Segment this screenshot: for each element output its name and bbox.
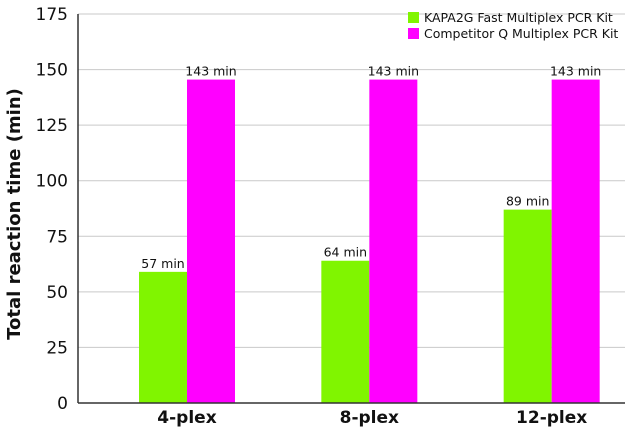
legend-swatch-kapa <box>408 12 419 23</box>
data-label: 143 min <box>550 64 601 79</box>
data-label: 64 min <box>324 245 367 260</box>
bar-kapa-4-plex <box>139 271 187 403</box>
axes <box>77 14 625 404</box>
y-tick-label: 25 <box>46 338 68 358</box>
y-tick-label: 150 <box>36 61 68 81</box>
bar-kapa-8-plex <box>321 260 370 403</box>
data-label: 143 min <box>185 64 236 79</box>
legend-label-competitor: Competitor Q Multiplex PCR Kit <box>424 26 618 41</box>
bars <box>139 79 600 404</box>
data-label: 57 min <box>141 256 184 271</box>
bar-competitor-12-plex <box>551 79 600 404</box>
x-category-label: 4-plex <box>157 408 216 428</box>
x-category-label: 12-plex <box>516 408 587 428</box>
data-label: 143 min <box>368 64 419 79</box>
bar-competitor-4-plex <box>187 79 235 404</box>
x-category-labels: 4-plex 8-plex 12-plex <box>157 408 587 428</box>
data-label: 89 min <box>506 194 549 209</box>
bar-competitor-8-plex <box>369 79 418 404</box>
data-labels: 57 min 143 min 64 min 143 min 89 min 143 min <box>141 64 601 271</box>
y-tick-label: 75 <box>46 227 68 247</box>
y-tick-label: 50 <box>46 283 68 303</box>
y-tick-label: 0 <box>57 394 68 414</box>
legend-label-kapa: KAPA2G Fast Multiplex PCR Kit <box>424 10 613 25</box>
legend-swatch-competitor <box>408 28 419 39</box>
y-tick-label: 125 <box>36 116 68 136</box>
y-tick-label: 175 <box>36 5 68 25</box>
y-tick-labels: 0 25 50 75 100 125 150 175 <box>36 5 68 414</box>
x-category-label: 8-plex <box>340 408 399 428</box>
y-axis-label: Total reaction time (min) <box>4 88 25 340</box>
y-tick-label: 100 <box>36 172 68 192</box>
legend: KAPA2G Fast Multiplex PCR Kit Competitor… <box>408 10 618 41</box>
bar-kapa-12-plex <box>503 209 552 403</box>
